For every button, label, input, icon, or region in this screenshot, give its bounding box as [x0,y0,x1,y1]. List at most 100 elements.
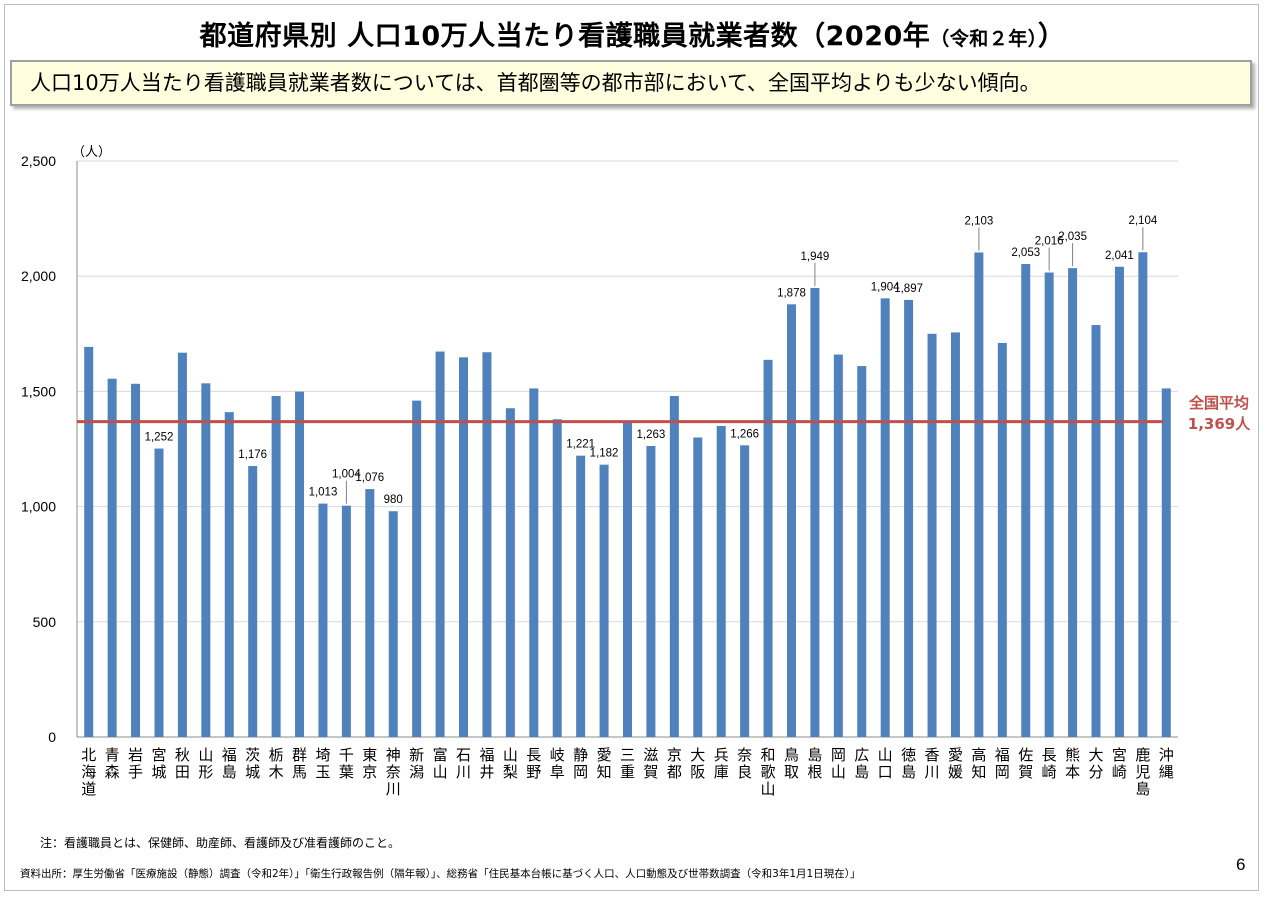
x-tick-label: 埼玉 [315,746,330,781]
bar [833,354,843,737]
average-value-label: 1,369人 [1188,415,1251,433]
bar [927,333,937,737]
page-number: 6 [1236,855,1246,874]
x-tick-label: 石川 [456,746,471,781]
x-tick-label: 栃木 [269,746,284,781]
x-tick-label: 熊本 [1065,746,1080,781]
y-tick-label: 1,000 [21,499,56,515]
bar [201,383,211,737]
data-label: 1,221 [566,439,595,451]
data-label: 1,878 [777,287,806,299]
bar [318,503,328,737]
data-label: 1,949 [801,251,830,263]
x-tick-label: 高知 [971,746,986,781]
x-tick-label: 宮崎 [1112,746,1127,781]
bar [810,287,820,737]
bar [177,352,187,737]
bar [1091,325,1101,737]
x-tick-label: 兵庫 [714,746,729,781]
x-tick-label: 大阪 [690,746,705,781]
bar [669,396,679,737]
bar [1044,272,1054,737]
x-tick-label: 静岡 [573,746,588,781]
data-label: 1,266 [730,428,759,440]
data-label: 2,103 [964,215,993,227]
x-tick-label: 長野 [526,746,541,781]
y-tick-label: 500 [33,614,57,630]
bar [365,489,375,737]
bar [341,505,351,737]
source-citation: 資料出所：厚生労働省「医療施設（静態）調査（令和2年）」「衛生行政報告例（隔年報… [20,868,861,880]
data-label: 1,252 [145,432,174,444]
x-tick-label: 福岡 [995,746,1010,781]
data-label: 2,041 [1105,250,1134,262]
x-tick-label: 大分 [1089,746,1104,781]
data-label: 1,176 [238,449,267,461]
bar [295,391,305,737]
title-close: ） [1037,21,1066,52]
bar [1138,252,1148,737]
bar [552,419,562,737]
x-tick-label: 福島 [222,746,237,781]
bar-chart: 0 500 1,000 1,500 2,000 2,500 （人） 全国平均 1,369人 1,2… [21,145,1251,798]
x-tick-label: 愛知 [597,746,612,781]
x-tick-label: 岡山 [831,746,846,781]
average-label: 全国平均 [1188,394,1249,412]
x-tick-label: 和歌山 [761,746,776,798]
x-tick-label: 北海道 [81,746,96,798]
x-tick-label: 鹿児島 [1135,746,1150,798]
bar [248,466,258,737]
x-tick-label: 佐賀 [1018,746,1033,781]
title-era: （令和２年） [930,28,1038,50]
bar [529,388,539,737]
bar [950,332,960,737]
bar [107,378,117,737]
bar [740,445,750,737]
bar [271,396,281,737]
bar [505,408,515,737]
x-tick-label: 山形 [198,746,213,781]
bar [224,412,234,737]
bar [576,455,586,737]
x-tick-label: 広島 [854,746,869,781]
bar [716,425,726,737]
bar [997,343,1007,737]
bar [412,400,422,737]
data-label: 2,035 [1058,231,1087,243]
bar [599,464,609,737]
bar [1161,388,1171,737]
bar [880,298,890,737]
bar [693,437,703,737]
title-main: 都道府県別 人口10万人当たり看護職員就業者数（2020年 [199,21,931,52]
bar [435,351,445,737]
bar [131,383,141,737]
data-label: 1,263 [637,429,666,441]
x-tick-label: 香川 [925,746,940,781]
x-tick-label: 愛媛 [948,746,963,781]
x-tick-label: 千葉 [339,746,354,781]
x-tick-label: 奈良 [737,746,752,781]
data-label: 1,013 [309,487,338,499]
y-tick-label: 0 [48,729,56,745]
x-tick-label: 東京 [362,746,377,781]
data-label: 2,016 [1035,236,1064,248]
data-label: 1,076 [355,472,384,484]
y-tick-label: 2,500 [21,153,56,169]
x-tick-label: 鳥取 [784,746,799,781]
data-label: 1,182 [590,448,619,460]
data-label: 980 [384,494,403,506]
x-tick-label: 京都 [667,746,682,781]
y-axis-unit-label: （人） [72,145,111,160]
slide-frame [4,4,1259,891]
bar [904,299,914,737]
bar [1114,266,1124,737]
x-tick-label: 群馬 [292,746,307,781]
x-tick-label: 長崎 [1042,746,1057,781]
x-tick-label: 岩手 [128,746,143,781]
x-tick-label: 滋賀 [643,746,658,781]
x-tick-label: 島根 [807,746,822,781]
x-tick-label: 岐阜 [550,746,565,781]
bar [1068,268,1078,737]
summary-banner: 人口10万人当たり看護職員就業者数については、首都圏等の都市部において、全国平均… [10,60,1252,106]
bar [763,359,773,737]
